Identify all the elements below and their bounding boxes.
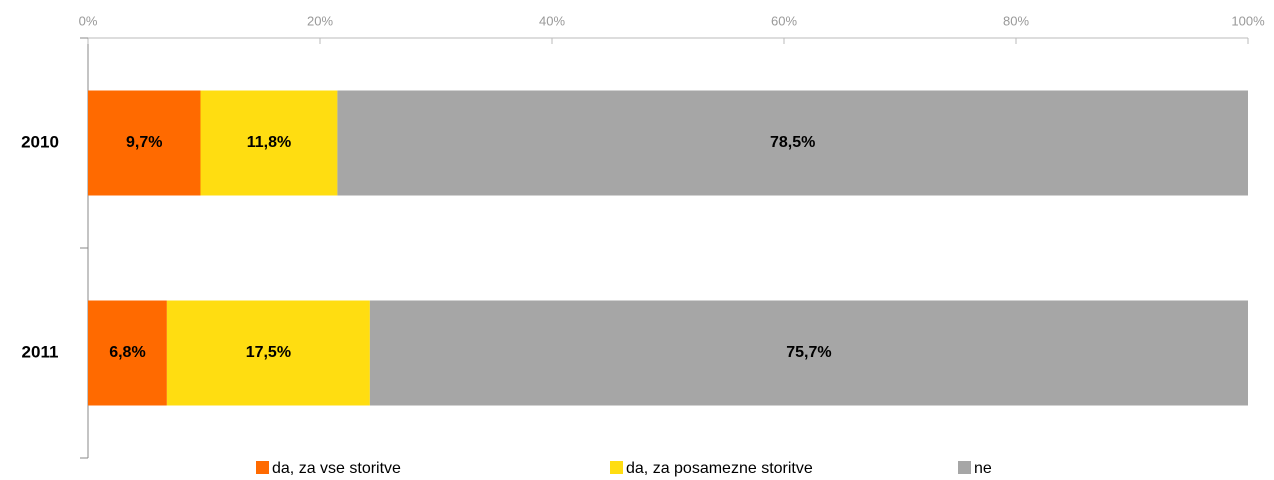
bar-segment	[337, 90, 1248, 196]
x-tick-label: 60%	[771, 13, 797, 28]
legend-label: ne	[974, 460, 992, 477]
data-label: 75,7%	[786, 344, 831, 361]
y-tick-label: 2011	[22, 342, 59, 361]
legend-label: da, za posamezne storitve	[626, 460, 813, 477]
x-tick-label: 100%	[1231, 13, 1265, 28]
legend-label: da, za vse storitve	[272, 460, 401, 477]
legend-swatch	[958, 461, 971, 474]
x-tick-label: 20%	[307, 13, 333, 28]
bar-segment	[369, 300, 1248, 406]
x-tick-label: 80%	[1003, 13, 1029, 28]
x-tick-label: 40%	[539, 13, 565, 28]
legend-swatch	[610, 461, 623, 474]
bar-segment	[200, 90, 338, 196]
data-label: 11,8%	[247, 134, 291, 151]
data-label: 6,8%	[109, 344, 145, 361]
legend-swatch	[256, 461, 269, 474]
data-label: 17,5%	[246, 344, 291, 361]
bar-segment	[88, 300, 167, 406]
data-label: 9,7%	[126, 134, 162, 151]
data-label: 78,5%	[770, 134, 815, 151]
bar-segment	[88, 90, 201, 196]
bar-segment	[166, 300, 370, 406]
y-tick-label: 2010	[21, 132, 59, 151]
x-tick-label: 0%	[79, 13, 98, 28]
